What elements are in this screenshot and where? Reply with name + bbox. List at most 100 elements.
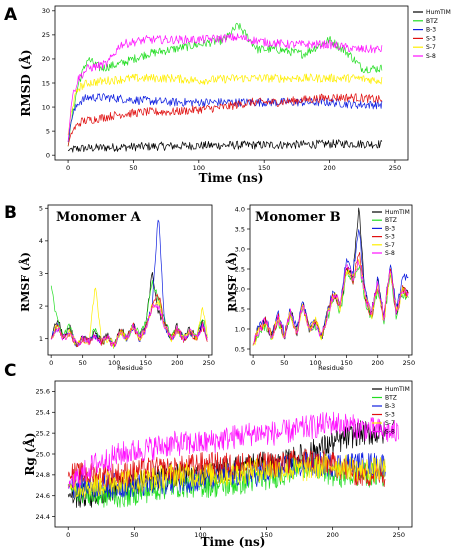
rmsf-b-legend-label-b-3: B-3 [385, 225, 395, 232]
rmsf-a-x-tick-label: 150 [140, 359, 152, 367]
rg-legend-label-b-3: B-3 [385, 403, 395, 410]
rmsf-a-x-tick-label: 200 [171, 359, 183, 367]
rmsd-series-s-7 [67, 73, 383, 136]
rmsf-b-x-tick-label: 100 [309, 359, 321, 367]
rmsd-series-b-3 [67, 93, 383, 142]
rmsd-ticks: 0 50 100 150 200 250 0 5 10 15 20 25 30 [42, 7, 401, 172]
rmsf-b-legend-label-s-3: S-3 [385, 234, 395, 241]
rg-x-tick-label: 250 [393, 531, 405, 539]
rmsd-series-btz [67, 22, 383, 147]
rmsd-x-tick-label: 50 [129, 164, 137, 172]
rg-x-tick-label: 200 [326, 531, 338, 539]
rmsd-legend-label-s-8: S-8 [426, 53, 436, 60]
rmsf-b-legend-label-btz: BTZ [385, 217, 397, 224]
rg-chart: 0 50 100 150 200 250 24.4 24.6 24.8 25.0 25.2 25.4 2… [22, 380, 413, 549]
rg-x-tick-label: 50 [130, 531, 138, 539]
rmsf-a-y-axis-title: RMSF (Å) [18, 252, 32, 312]
rmsf-a-chart: 0 50 100 150 200 250 1 2 3 4 5 Monomer A Residue R… [18, 205, 215, 372]
rg-x-axis-title: Time (ns) [201, 535, 266, 549]
rmsf-b-y-tick-label: 0.5 [235, 345, 245, 353]
rmsf-b-x-tick-label: 0 [251, 359, 255, 367]
rmsd-y-tick-label: 5 [46, 127, 50, 135]
rmsf-b-y-tick-label: 3.5 [235, 225, 245, 233]
rmsf-b-y-tick-label: 4.0 [235, 205, 245, 213]
rmsf-a-ticks: 0 50 100 150 200 250 1 2 3 4 5 [39, 205, 215, 367]
rmsd-x-tick-label: 250 [389, 164, 401, 172]
rg-x-tick-label: 100 [194, 531, 206, 539]
rmsd-legend-label-btz: BTZ [426, 18, 438, 25]
rmsd-x-tick-label: 200 [323, 164, 335, 172]
rmsf-b-x-axis-title: Residue [318, 364, 344, 372]
rmsf-b-x-tick-label: 50 [280, 359, 288, 367]
rmsf-b-legend-label-s-7: S-7 [385, 242, 395, 249]
rmsd-x-tick-label: 100 [193, 164, 205, 172]
rmsd-y-tick-label: 30 [42, 7, 50, 15]
rmsf-b-y-axis-title: RMSF (Å) [225, 252, 239, 312]
rmsf-b-legend-label-s-8: S-8 [385, 250, 395, 257]
rmsf-a-x-tick-label: 0 [49, 359, 53, 367]
rmsd-y-tick-label: 10 [42, 103, 50, 111]
rmsd-x-tick-label: 0 [66, 164, 70, 172]
rmsd-legend-label-humtim: HumTIM [426, 9, 451, 16]
rmsf-b-series-s-8 [252, 259, 409, 345]
rg-y-tick-label: 25.4 [36, 409, 50, 417]
rmsf-a-y-tick-label: 4 [39, 237, 43, 245]
rmsf-a-y-tick-label: 5 [39, 205, 43, 213]
rg-y-tick-label: 25.0 [36, 450, 50, 458]
rg-series [67, 411, 399, 508]
rmsf-a-series-b-3 [50, 219, 208, 347]
rg-plot-frame [54, 380, 413, 528]
rmsd-legend-label-b-3: B-3 [426, 27, 436, 34]
rmsf-b-y-tick-label: 3.0 [235, 245, 245, 253]
rmsf-a-x-axis-title: Residue [117, 364, 143, 372]
rmsf-a-plot-frame [47, 204, 213, 356]
rg-y-tick-label: 24.8 [36, 471, 50, 479]
rmsd-x-axis-title: Time (ns) [199, 171, 264, 185]
rmsd-y-tick-label: 0 [46, 151, 50, 159]
rmsf-b-x-tick-label: 200 [372, 359, 384, 367]
rmsf-b-ticks: 0 50 100 150 200 250 0.5 1.0 1.5 2.0 2.5 3.0 3.5 4.0 [235, 205, 415, 367]
rg-legend-label-s-7: S-7 [385, 420, 395, 427]
rmsf-b-y-tick-label: 1.5 [235, 305, 245, 313]
rmsd-x-tick-label: 150 [258, 164, 270, 172]
rg-ticks: 0 50 100 150 200 250 24.4 24.6 24.8 25.0 25.2 25.4 2… [36, 388, 405, 539]
rmsf-b-title: Monomer B [255, 210, 341, 225]
rg-legend-label-s-3: S-3 [385, 412, 395, 419]
rmsf-b-x-tick-label: 150 [340, 359, 352, 367]
rg-legend-label-humtim: HumTIM [385, 386, 410, 393]
rmsd-y-axis-title: RMSD (Å) [18, 49, 33, 116]
rmsf-b-y-tick-label: 1.0 [235, 325, 245, 333]
rmsf-b-y-tick-label: 2.0 [235, 285, 245, 293]
rg-x-tick-label: 150 [260, 531, 272, 539]
rg-y-tick-label: 24.4 [36, 513, 50, 521]
rmsd-legend-label-s-7: S-7 [426, 44, 436, 51]
rmsd-series [67, 22, 383, 153]
rg-y-tick-label: 25.6 [36, 388, 50, 396]
rmsf-b-chart: 0 50 100 150 200 2500.51.01.52.02.53.03.54.0 … [225, 204, 415, 372]
rmsf-b-series [252, 207, 409, 346]
rmsf-a-x-tick-label: 100 [108, 359, 120, 367]
rg-legend-label-s-8: S-8 [385, 429, 395, 436]
rg-y-tick-label: 24.6 [36, 492, 50, 500]
rg-series-s-8 [67, 411, 399, 489]
rg-legend-label-btz: BTZ [385, 395, 397, 402]
rmsf-a-y-tick-label: 1 [39, 335, 43, 343]
rmsf-a-x-tick-label: 50 [79, 359, 87, 367]
rmsd-series-humtim [67, 139, 383, 153]
rg-series-s-7 [67, 454, 386, 498]
rmsf-a-y-tick-label: 3 [39, 270, 43, 278]
rmsf-b-x-tick-label: 250 [403, 359, 415, 367]
rmsf-a-series-s-8 [50, 303, 208, 347]
rmsd-y-tick-label: 15 [42, 79, 50, 87]
panel-label-c: C [4, 361, 16, 381]
rmsd-plot-frame [54, 5, 409, 161]
rg-y-axis-title: Rg (Å) [22, 432, 37, 475]
rmsf-a-y-tick-label: 2 [39, 302, 43, 310]
rmsd-legend-label-s-3: S-3 [426, 35, 436, 42]
rmsd-legend: HumTIM BTZ B-3S-3 S-7 S-8 [413, 9, 451, 60]
rmsd-chart: 0 50 100 150 200 250 0 5 10 15 20 25 30 Time (ns) RM… [18, 5, 451, 185]
rmsd-y-tick-label: 20 [42, 55, 50, 63]
rmsf-a-title: Monomer A [56, 210, 142, 225]
